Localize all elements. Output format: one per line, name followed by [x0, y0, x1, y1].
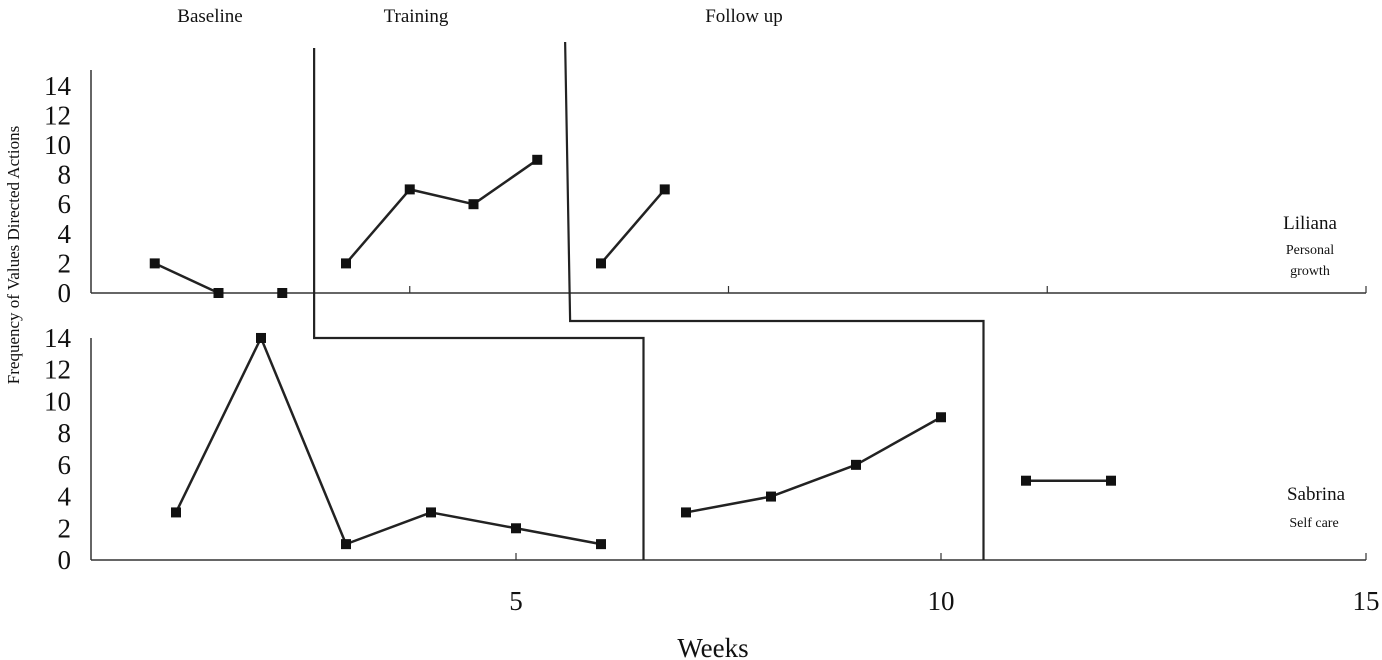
- panel-2-series-line: [345, 511, 432, 546]
- panel-1-ytick-label: 14: [44, 71, 72, 101]
- panel-2-xtick-label: 10: [928, 586, 955, 616]
- panel-2-data-point: [1021, 475, 1031, 486]
- phase-change-line-baseline-training: [313, 48, 645, 560]
- x-axis-label: Weeks: [677, 633, 748, 660]
- panel-1-series-line: [409, 188, 474, 206]
- panel-2-series-line: [174, 337, 263, 513]
- panel-2-ytick-label: 4: [58, 482, 72, 512]
- panel-2-xtick-label: 5: [509, 586, 523, 616]
- panel-1-data-point: [341, 258, 351, 269]
- panel-2-data-point: [766, 491, 776, 502]
- panel-2-data-point: [936, 412, 946, 423]
- panel-1-ytick-label: 12: [44, 100, 71, 130]
- panel-1-data-point: [468, 199, 479, 210]
- panel-1-series-line: [345, 188, 411, 265]
- panel-1-data-point: [404, 184, 415, 195]
- panel-1-ytick-label: 4: [58, 219, 72, 249]
- panel-1-value-line-2: growth: [1290, 264, 1330, 279]
- panel-1-data-point: [149, 258, 160, 269]
- panel-1-data-point: [532, 154, 543, 165]
- panel-2-series-line: [855, 416, 942, 466]
- panel-2-data-point: [851, 459, 861, 470]
- panel-1-data-point: [659, 184, 670, 195]
- panel-1-ytick-label: 2: [58, 248, 72, 278]
- panel-1-ytick-label: 0: [58, 278, 72, 308]
- panel-2-data-point: [596, 539, 606, 550]
- panel-1-series-line: [600, 188, 666, 265]
- panel-1-data-point: [596, 258, 606, 269]
- panel-2-data-point: [256, 332, 266, 343]
- phase-label-follow-up: Follow up: [705, 6, 783, 27]
- panel-1-series-line: [154, 262, 220, 295]
- panel-2-data-point: [341, 539, 351, 550]
- panel-1-data-point: [277, 288, 288, 298]
- panel-1-ytick-label: 6: [58, 189, 72, 219]
- panel-1-series-line: [472, 158, 538, 206]
- panel-2-ytick-label: 0: [58, 545, 72, 575]
- panel-2-data-point: [426, 507, 436, 518]
- y-axis-label: Frequency of Values Directed Actions: [4, 126, 23, 384]
- panel-2-ytick-label: 14: [44, 323, 72, 353]
- panel-2-ytick-label: 10: [44, 386, 71, 416]
- panel-2-participant: Sabrina: [1287, 484, 1346, 505]
- panel-2-data-point: [171, 507, 181, 518]
- panel-2-ytick-label: 12: [44, 355, 71, 385]
- panel-2-series-line: [515, 527, 602, 546]
- panel-2-data-point: [511, 523, 521, 534]
- panel-1-ytick-label: 10: [44, 130, 71, 160]
- phase-label-baseline: Baseline: [177, 6, 242, 27]
- panel-2-ytick-label: 8: [58, 418, 72, 448]
- panel-2-xtick-label: 15: [1353, 586, 1380, 616]
- panel-2-value: Self care: [1289, 516, 1338, 531]
- panel-2-data-point: [1106, 475, 1116, 486]
- panel-2-series-line: [259, 337, 348, 545]
- panel-2-ytick-label: 6: [58, 450, 72, 480]
- panel-1-participant: Liliana: [1283, 213, 1337, 234]
- panel-2-series-line: [770, 463, 857, 498]
- panel-1-data-point: [213, 288, 224, 298]
- panel-1-ytick-label: 8: [58, 160, 72, 190]
- phase-label-training: Training: [384, 6, 449, 27]
- panel-2-series-line: [685, 495, 772, 514]
- phase-change-line-training-follow-up: [564, 41, 985, 560]
- panel-1-value-line-1: Personal: [1286, 243, 1334, 258]
- panel-2-ytick-label: 2: [58, 513, 72, 543]
- panel-2-series-line: [430, 511, 517, 530]
- panel-2-data-point: [681, 507, 691, 518]
